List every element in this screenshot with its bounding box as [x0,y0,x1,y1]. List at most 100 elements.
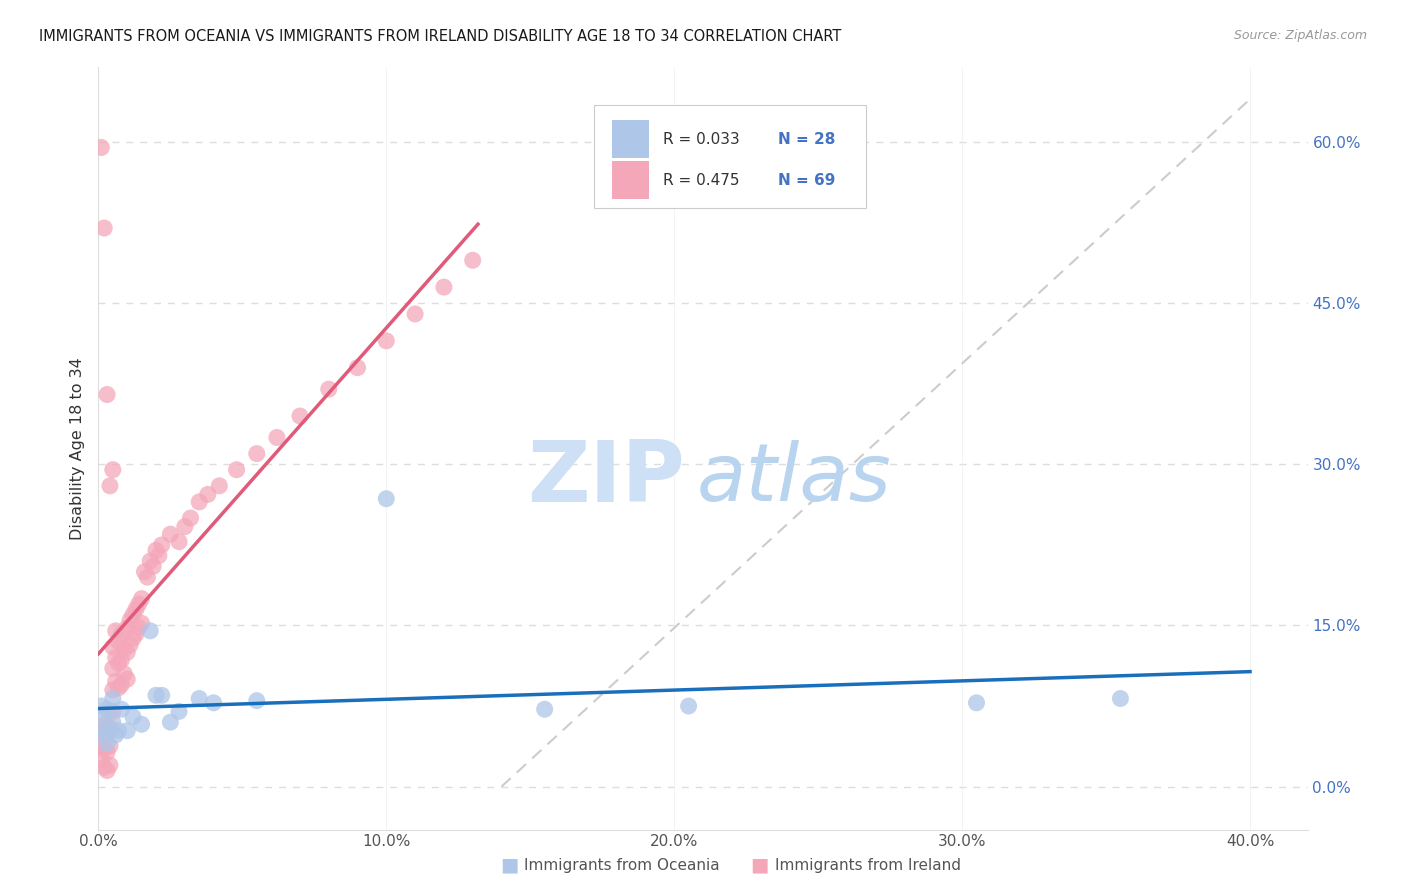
Point [115,723,138,738]
Point [375,491,398,506]
Point [104,674,127,689]
Point [101,463,124,477]
Point [128,597,150,611]
Point [112,666,135,681]
Point [93,221,115,235]
Point [145,543,167,558]
Point [122,607,145,622]
Point [131,591,153,606]
Point [96,726,118,740]
Point [101,691,124,706]
FancyBboxPatch shape [613,161,648,200]
Point [142,559,165,574]
Point [101,661,124,675]
Point [90,699,112,714]
Point [98,721,121,735]
Point [90,140,112,154]
Text: Source: ZipAtlas.com: Source: ZipAtlas.com [1233,29,1367,42]
Point [318,382,340,396]
Point [115,672,138,686]
Point [107,634,129,648]
Point [112,642,135,657]
Point [139,554,162,568]
Text: atlas: atlas [697,440,891,517]
Point [104,624,127,638]
Point [115,645,138,659]
Point [101,705,124,719]
Point [96,745,118,759]
Point [125,602,148,616]
Text: R = 0.475: R = 0.475 [664,173,740,188]
Point [122,710,145,724]
Point [134,565,156,579]
Point [346,360,368,375]
Point [533,702,555,716]
Point [90,739,112,753]
Point [110,627,132,641]
Point [148,549,170,563]
Text: N = 69: N = 69 [778,173,835,188]
Point [159,527,181,541]
Point [96,764,118,778]
Point [96,387,118,401]
Point [150,688,173,702]
Point [128,621,150,635]
Point [96,737,118,751]
Point [101,640,124,654]
Point [90,723,112,738]
Point [225,463,247,477]
Point [188,691,211,706]
Point [150,538,173,552]
Point [110,677,132,691]
Point [98,758,121,772]
Point [110,702,132,716]
Point [167,534,190,549]
Point [246,447,269,461]
Point [136,570,159,584]
Point [93,717,115,731]
Point [197,487,219,501]
Point [131,616,153,631]
Point [1109,691,1132,706]
Point [461,253,484,268]
Point [125,627,148,641]
Point [159,715,181,730]
Point [375,334,398,348]
Point [202,696,225,710]
Point [107,656,129,670]
Point [288,409,311,423]
Point [131,717,153,731]
Point [433,280,456,294]
FancyBboxPatch shape [613,120,648,159]
Text: Immigrants from Oceania: Immigrants from Oceania [524,858,720,872]
Point [98,479,121,493]
Point [93,742,115,756]
Point [246,693,269,707]
Point [404,307,426,321]
Text: ZIP: ZIP [527,437,685,520]
Text: IMMIGRANTS FROM OCEANIA VS IMMIGRANTS FROM IRELAND DISABILITY AGE 18 TO 34 CORRE: IMMIGRANTS FROM OCEANIA VS IMMIGRANTS FR… [39,29,842,44]
Point [188,495,211,509]
Point [120,613,142,627]
Point [208,479,231,493]
Point [93,760,115,774]
Point [678,699,700,714]
Point [107,723,129,738]
Point [115,621,138,635]
Point [122,632,145,646]
Point [180,511,202,525]
Point [139,624,162,638]
Point [167,705,190,719]
Point [110,653,132,667]
Text: Immigrants from Ireland: Immigrants from Ireland [775,858,960,872]
Point [107,681,129,695]
Text: R = 0.033: R = 0.033 [664,132,740,147]
Text: ■: ■ [749,855,769,875]
Point [90,753,112,767]
Y-axis label: Disability Age 18 to 34: Disability Age 18 to 34 [69,357,84,540]
Point [145,688,167,702]
Point [266,430,288,444]
Point [98,723,121,738]
Point [90,721,112,735]
Point [120,638,142,652]
